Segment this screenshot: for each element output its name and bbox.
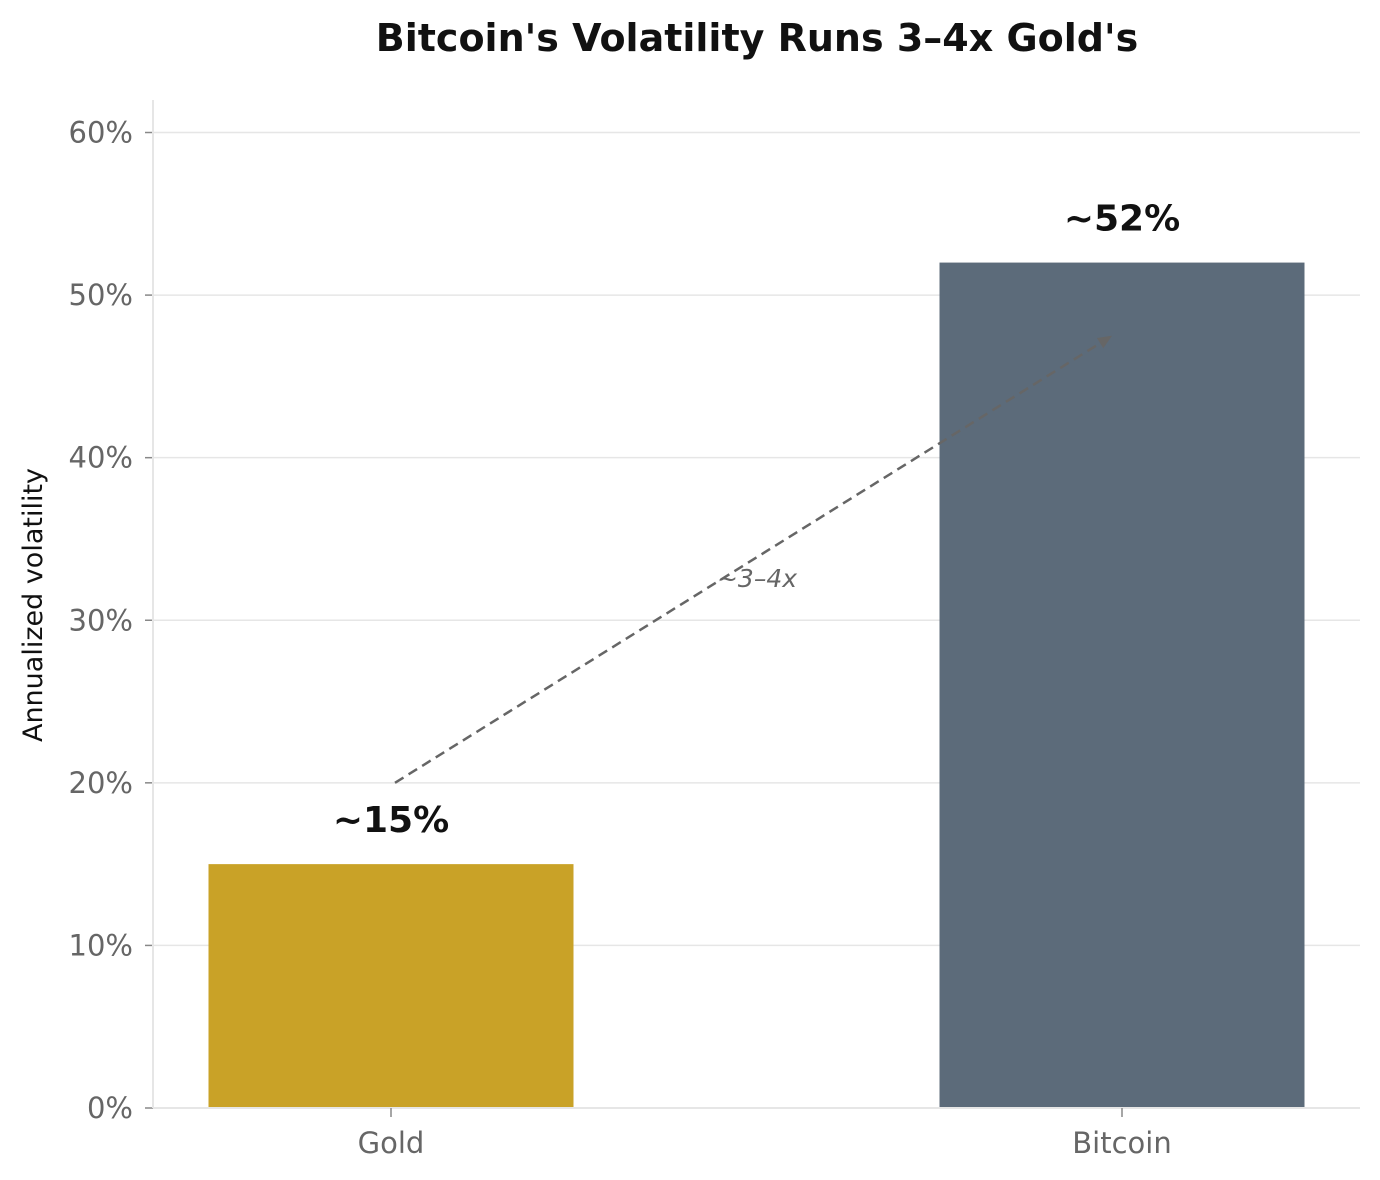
y-tick-label: 40% <box>69 441 133 475</box>
annotation-label: ~3–4x <box>717 564 797 593</box>
y-tick-label: 20% <box>69 766 133 800</box>
bar-gold <box>208 864 574 1108</box>
y-tick-label: 30% <box>69 603 133 637</box>
axes <box>145 100 1360 1117</box>
bar-value-label: ~52% <box>1064 199 1180 240</box>
labels: 0% 10% 20% 30% 40% 50% 60% ~15% Gold ~52% Bitcoin <box>69 116 1181 1160</box>
y-axis-label: Annualized volatility <box>18 468 49 742</box>
bar-value-label: ~15% <box>333 800 449 841</box>
x-tick-label: Bitcoin <box>1072 1126 1171 1160</box>
annotation: ~3–4x <box>394 334 1113 784</box>
bar-bitcoin <box>939 262 1305 1108</box>
y-tick-label: 60% <box>69 116 133 150</box>
y-tick-label: 10% <box>69 928 133 962</box>
annotation-arrow <box>394 334 1113 784</box>
y-tick-label: 0% <box>87 1091 133 1125</box>
annotation-arrowhead <box>1096 335 1112 349</box>
x-tick-label: Gold <box>358 1126 425 1160</box>
chart-title: Bitcoin's Volatility Runs 3–4x Gold's <box>376 16 1138 60</box>
bars <box>208 262 1305 1108</box>
y-tick-label: 50% <box>69 278 133 312</box>
